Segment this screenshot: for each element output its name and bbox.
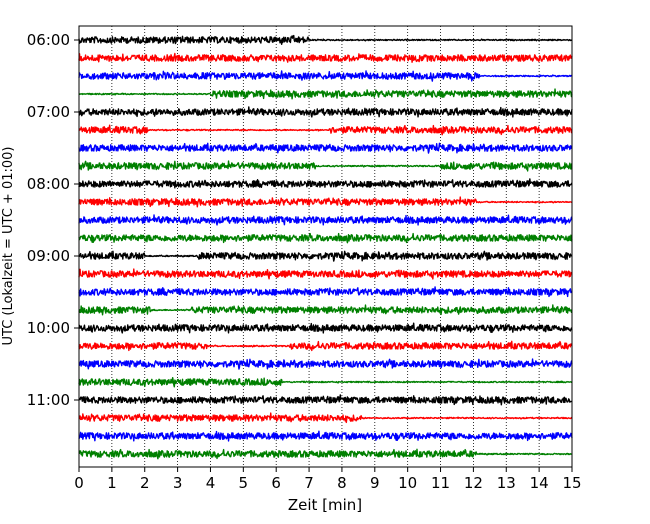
trace-0845 [78,232,573,244]
x-tick-label-12: 12 [464,474,483,492]
trace-0730 [78,142,573,154]
trace-0800 [78,178,573,189]
trace-0830 [78,214,573,226]
y-tick-label-0900: 09:00 [27,247,70,265]
x-tick-label-13: 13 [497,474,516,492]
axes-frame [78,25,573,468]
trace-1000 [78,322,573,334]
x-tick-label-11: 11 [431,474,450,492]
trace-1115 [78,412,573,424]
trace-1130 [78,430,573,442]
trace-0815 [78,196,573,208]
x-tick-label-3: 3 [173,474,183,492]
x-tick-label-9: 9 [370,474,380,492]
axis-layer: 0 1 2 3 4 5 6 7 8 9 10 11 12 13 14 1506:0007:0008:0009:… [27,25,582,492]
trace-0645 [78,88,573,100]
trace-1015 [78,340,573,352]
trace-0615 [78,52,573,63]
y-tick-label-0800: 08:00 [27,175,70,193]
trace-0630 [78,70,573,82]
trace-0945 [78,304,573,316]
x-axis-label: Zeit [min] [288,496,362,514]
trace-1100 [78,394,573,406]
x-tick-label-0: 0 [74,474,84,492]
x-tick-label-8: 8 [337,474,347,492]
x-tick-label-7: 7 [304,474,314,492]
trace-layer [78,34,573,460]
y-tick-label-1000: 10:00 [27,319,70,337]
x-tick-label-5: 5 [239,474,249,492]
x-tick-label-15: 15 [562,474,581,492]
trace-1030 [78,358,573,370]
x-tick-label-1: 1 [107,474,117,492]
trace-0600 [78,34,573,45]
x-tick-label-2: 2 [140,474,150,492]
x-tick-label-4: 4 [206,474,216,492]
trace-0715 [78,124,573,136]
trace-0745 [78,160,573,172]
y-tick-label-0600: 06:00 [27,31,70,49]
trace-1145 [78,448,573,460]
trace-0900 [78,250,573,262]
trace-1045 [78,376,573,388]
trace-0930 [78,286,573,298]
y-tick-label-0700: 07:00 [27,103,70,121]
y-axis-label: UTC (Lokalzeit = UTC + 01:00) [1,147,16,346]
trace-0915 [78,268,573,280]
y-tick-label-1100: 11:00 [27,391,70,409]
x-tick-label-6: 6 [271,474,281,492]
x-tick-label-14: 14 [530,474,549,492]
x-tick-label-10: 10 [398,474,417,492]
trace-0700 [78,106,573,118]
